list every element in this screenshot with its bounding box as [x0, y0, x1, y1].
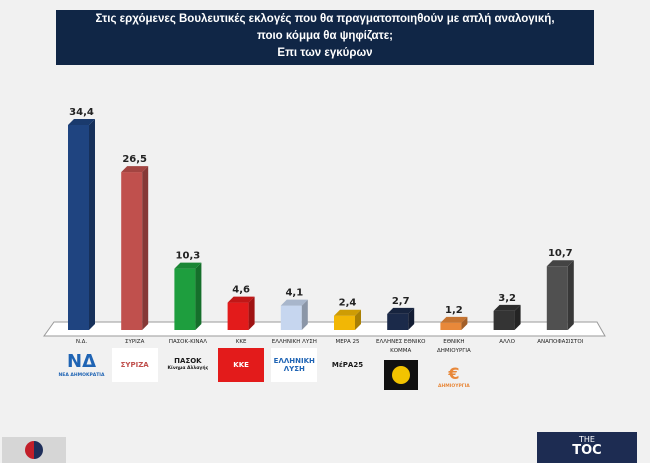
- party-logo-5: ΜέΡΑ25: [325, 348, 371, 382]
- party-logo-text-7: €: [448, 364, 460, 383]
- party-logo-mark-6: [391, 366, 410, 384]
- pollster-logo: [2, 437, 66, 463]
- data-label-9: 10,7: [548, 248, 573, 259]
- bar-top-7: [440, 316, 468, 323]
- data-label-2: 10,3: [176, 251, 201, 262]
- bar-top-5: [334, 309, 361, 316]
- the-toc-logo: THE TOC: [537, 432, 637, 463]
- party-logo-subtext-7: ΔΗΜΙΟΥΡΓΙΑ: [437, 384, 470, 389]
- bar-side-7: [461, 316, 468, 330]
- category-label-6-1: ΚΟΜΜΑ: [390, 348, 411, 354]
- bar-top-6: [387, 307, 415, 314]
- category-label-1: ΣΥΡΙΖΑ: [125, 339, 145, 345]
- brand-line-2: TOC: [572, 443, 602, 458]
- bar-top-3: [227, 296, 255, 303]
- party-logo-subtext-2: Κίνημα Αλλαγής: [167, 366, 209, 371]
- bar-9: [546, 266, 568, 330]
- brand-line-1: THE: [579, 435, 595, 444]
- bar-top-8: [493, 304, 521, 311]
- data-label-8: 3,2: [498, 293, 516, 304]
- party-logo-text-5: ΜέΡΑ25: [331, 361, 364, 369]
- bar-3: [227, 302, 249, 330]
- title-line-2: ποιο κόμμα θα ψηφίζατε;: [256, 30, 394, 42]
- pollster-logo-mark: [25, 441, 43, 459]
- bar-6: [387, 313, 409, 330]
- data-label-5: 2,4: [339, 298, 357, 309]
- category-label-9: ΑΝΑΠΟΦΑΣΙΣΤΟΙ: [537, 339, 583, 345]
- bar-side-1: [142, 166, 149, 330]
- party-logo-text-1: ΣΥΡΙΖΑ: [120, 361, 149, 369]
- bar-top-0: [68, 119, 95, 125]
- bar-2: [174, 268, 196, 330]
- category-label-0: Ν.Δ.: [76, 339, 88, 345]
- data-label-3: 4,6: [232, 285, 250, 296]
- bar-4: [280, 305, 302, 330]
- data-label-4: 4,1: [285, 288, 303, 299]
- data-label-0: 34,4: [69, 107, 94, 118]
- category-label-4: ΕΛΛΗΝΙΚΗ ΛΥΣΗ: [272, 339, 317, 345]
- bar-side-2: [195, 262, 202, 330]
- bar-top-2: [174, 262, 202, 269]
- bar-side-3: [248, 296, 255, 330]
- bar-top-9: [546, 260, 574, 267]
- party-logo-subtext-0: ΝΕΑ ΔΗΜΟΚΡΑΤΙΑ: [58, 373, 105, 378]
- chart-title: Στις ερχόμενες Βουλευτικές εκλογές που θ…: [56, 10, 594, 65]
- bar-side-8: [514, 304, 521, 330]
- bar-0: [68, 125, 89, 330]
- party-logo-0: ΝΔ ΝΕΑ ΔΗΜΟΚΡΑΤΙΑ: [59, 348, 105, 382]
- category-label-8: ΑΛΛΟ: [499, 339, 515, 345]
- party-logo-text-3: ΚΚΕ: [233, 361, 249, 369]
- bar-5: [334, 315, 355, 330]
- data-label-1: 26,5: [122, 154, 147, 165]
- bar-side-5: [355, 309, 361, 330]
- bar-top-1: [121, 166, 149, 173]
- category-label-7: ΕΘΝΙΚΗ: [443, 339, 464, 345]
- bar-side-4: [301, 299, 308, 330]
- party-logo-4: ΕΛΛΗΝΙΚΗ ΛΥΣΗ: [271, 348, 318, 382]
- category-label-2: ΠΑΣΟΚ-ΚΙΝΑΛ: [169, 339, 207, 345]
- party-logo-text-4: ΕΛΛΗΝΙΚΗ ΛΥΣΗ: [273, 357, 315, 373]
- party-logo-text-2: ΠΑΣΟΚ: [174, 357, 202, 365]
- category-label-3: ΚΚΕ: [236, 339, 247, 345]
- bar-8: [493, 310, 515, 330]
- title-line-3: Επι των εγκύρων: [277, 47, 373, 59]
- party-logo-6: [383, 360, 418, 390]
- bar-side-9: [567, 260, 574, 330]
- data-label-6: 2,7: [392, 296, 410, 307]
- category-label-7-1: ΔΗΜΙΟΥΡΓΙΑ: [437, 348, 471, 354]
- party-logo-2: ΠΑΣΟΚ Κίνημα Αλλαγής: [165, 348, 211, 382]
- category-label-5: ΜΕΡΑ 25: [335, 339, 360, 345]
- bar-1: [121, 172, 143, 330]
- party-logo-text-0: ΝΔ: [67, 351, 96, 372]
- bar-side-0: [89, 119, 95, 330]
- bar-top-4: [280, 299, 308, 306]
- category-label-6: ΕΛΛΗΝΕΣ ΕΘΝΙΚΟ: [376, 339, 426, 345]
- bar-side-6: [408, 307, 415, 330]
- data-label-7: 1,2: [445, 305, 463, 316]
- title-line-1: Στις ερχόμενες Βουλευτικές εκλογές που θ…: [95, 13, 555, 25]
- party-logo-3: ΚΚΕ: [218, 348, 265, 382]
- bar-7: [440, 322, 462, 330]
- party-logo-1: ΣΥΡΙΖΑ: [111, 348, 158, 382]
- party-logo-7: € ΔΗΜΙΟΥΡΓΙΑ: [431, 360, 477, 394]
